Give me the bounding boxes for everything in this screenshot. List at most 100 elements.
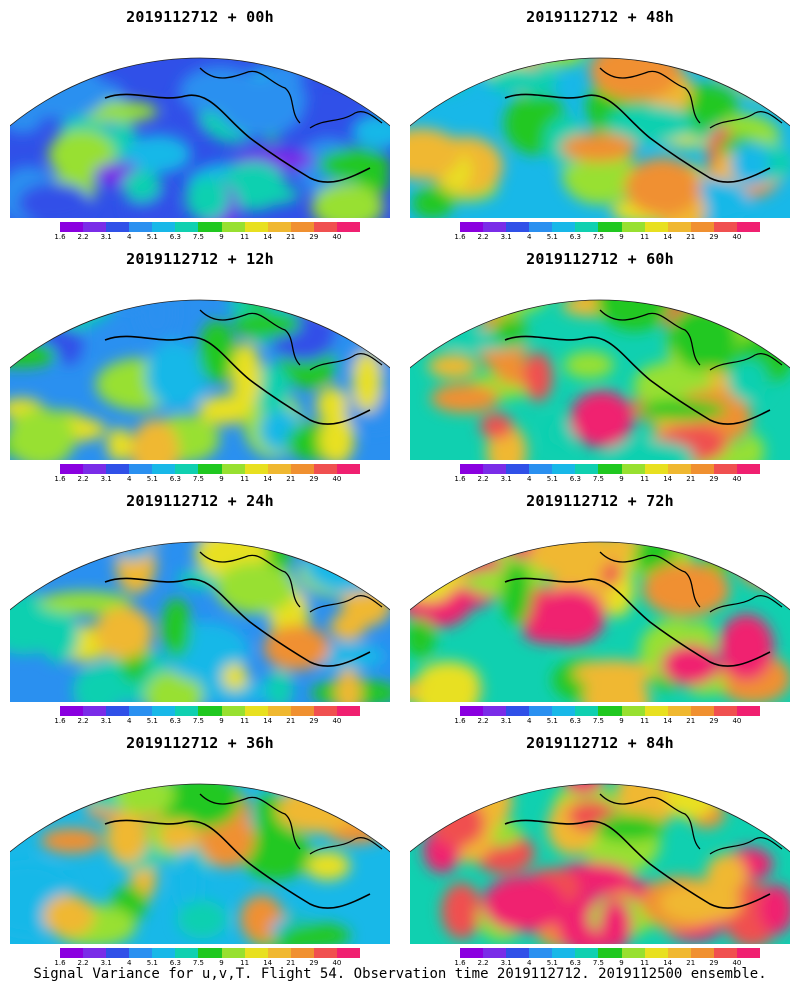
colorbar-label: 1.6 [54, 959, 66, 967]
colorbar-label: 9 [619, 233, 624, 241]
variance-blob [564, 351, 614, 379]
variance-blob [177, 900, 227, 939]
variance-blob [359, 58, 386, 80]
colorbar-label: 1.6 [54, 475, 66, 483]
colorbar-segment [460, 464, 484, 474]
colorbar-label: 14 [663, 233, 673, 241]
variance-blob [280, 922, 351, 944]
colorbar-segment [244, 222, 268, 232]
variance-blob [94, 606, 153, 659]
colorbar-label: 6.3 [569, 959, 581, 967]
colorbar-segment [244, 706, 268, 716]
colorbar-segment [106, 706, 130, 716]
colorbar-label: 21 [286, 475, 296, 483]
colorbar-label: 11 [640, 475, 650, 483]
colorbar-label: 40 [332, 233, 342, 241]
coastline [104, 93, 371, 183]
variance-blob [156, 784, 241, 830]
variance-blob [730, 142, 770, 186]
colorbar-segment [506, 706, 530, 716]
colorbar-label: 9 [219, 475, 224, 483]
colorbar-label: 29 [709, 233, 719, 241]
colorbar-segment [736, 706, 761, 716]
colorbar-label: 2.2 [477, 475, 489, 483]
variance-map [10, 541, 390, 702]
colorbar-segment [106, 948, 130, 958]
variance-blob [145, 340, 203, 409]
variance-blob [487, 66, 548, 94]
colorbar-segment [129, 464, 153, 474]
colorbar-segment [175, 464, 199, 474]
colorbar-segment [529, 706, 553, 716]
variance-blob [276, 788, 358, 834]
colorbar-segment [244, 948, 268, 958]
variance-blob [222, 663, 248, 691]
colorbar-segment [690, 222, 714, 232]
colorbar-label: 11 [240, 475, 250, 483]
variance-blob [616, 784, 681, 828]
variance-blob [104, 300, 175, 310]
variance-map [10, 783, 390, 944]
variance-blob [410, 58, 473, 95]
colorbar-segment [152, 222, 176, 232]
variance-blob [316, 386, 348, 424]
colorbar-segment [60, 464, 84, 474]
colorbar-segment [506, 464, 530, 474]
colorbar-segment [313, 706, 337, 716]
variance-blob [216, 562, 296, 614]
colorbar-segment [244, 464, 268, 474]
variance-blob [624, 157, 701, 217]
colorbar-label: 1.6 [454, 717, 466, 725]
colorbar-label: 1.6 [54, 233, 66, 241]
variance-blob [411, 187, 454, 218]
coastline [309, 111, 383, 129]
panel-title: 2019112712 + 48h [526, 8, 674, 26]
colorbar-label: 3.1 [500, 233, 512, 241]
coastline [104, 819, 371, 909]
colorbar-label: 11 [640, 959, 650, 967]
colorbar-label: 29 [309, 717, 319, 725]
variance-blob [635, 399, 727, 421]
forecast-panel: 2019112712 + 60h 1.6 2.2 3.1 4 5.1 6.3 7.5 9 11 14… [400, 242, 800, 484]
colorbar-label: 5.1 [546, 475, 558, 483]
colorbar-segment [60, 948, 84, 958]
colorbar-label: 6.3 [569, 717, 581, 725]
colorbar-segment [575, 464, 599, 474]
colorbar-segment [221, 706, 245, 716]
colorbar-segment [60, 706, 84, 716]
colorbar-label: 29 [709, 717, 719, 725]
colorbar-label: 7.5 [192, 717, 205, 725]
colorbar-segment [83, 706, 107, 716]
variance-blob [758, 884, 790, 935]
coastline [709, 111, 783, 129]
variance-blob [139, 300, 175, 341]
variance-blob [265, 669, 294, 702]
colorbar-segment [152, 948, 176, 958]
colorbar-label: 1.6 [54, 717, 66, 725]
variance-blob [309, 58, 368, 82]
variance-blob [115, 542, 156, 594]
colorbar-label: 7.5 [192, 475, 205, 483]
colorbar-segment [667, 464, 691, 474]
colorbar-segment [644, 222, 668, 232]
colorbar-label: 1.6 [454, 233, 466, 241]
variance-map [10, 57, 390, 218]
colorbar-label: 14 [663, 475, 673, 483]
colorbar-segment [198, 706, 222, 716]
colorbar-segment [175, 222, 199, 232]
forecast-panel: 2019112712 + 84h 1.6 2.2 3.1 4 5.1 6.3 7.5 9 11 14… [400, 726, 800, 968]
colorbar-labels: 1.6 2.2 3.1 4 5.1 6.3 7.5 9 11 14 21 29 40 [454, 233, 760, 243]
colorbar-label: 40 [332, 717, 342, 725]
colorbar-segment [575, 222, 599, 232]
colorbar-segment [152, 706, 176, 716]
colorbar-label: 7.5 [592, 717, 605, 725]
variance-blob [240, 827, 311, 880]
colorbar-label: 4 [126, 475, 132, 483]
variance-blob [185, 176, 230, 218]
colorbar-label: 6.3 [169, 717, 181, 725]
colorbar-label: 11 [640, 233, 650, 241]
colorbar-label: 40 [332, 475, 342, 483]
colorbar-label: 4 [526, 475, 532, 483]
colorbar-label: 11 [640, 717, 650, 725]
variance-map [410, 541, 790, 702]
